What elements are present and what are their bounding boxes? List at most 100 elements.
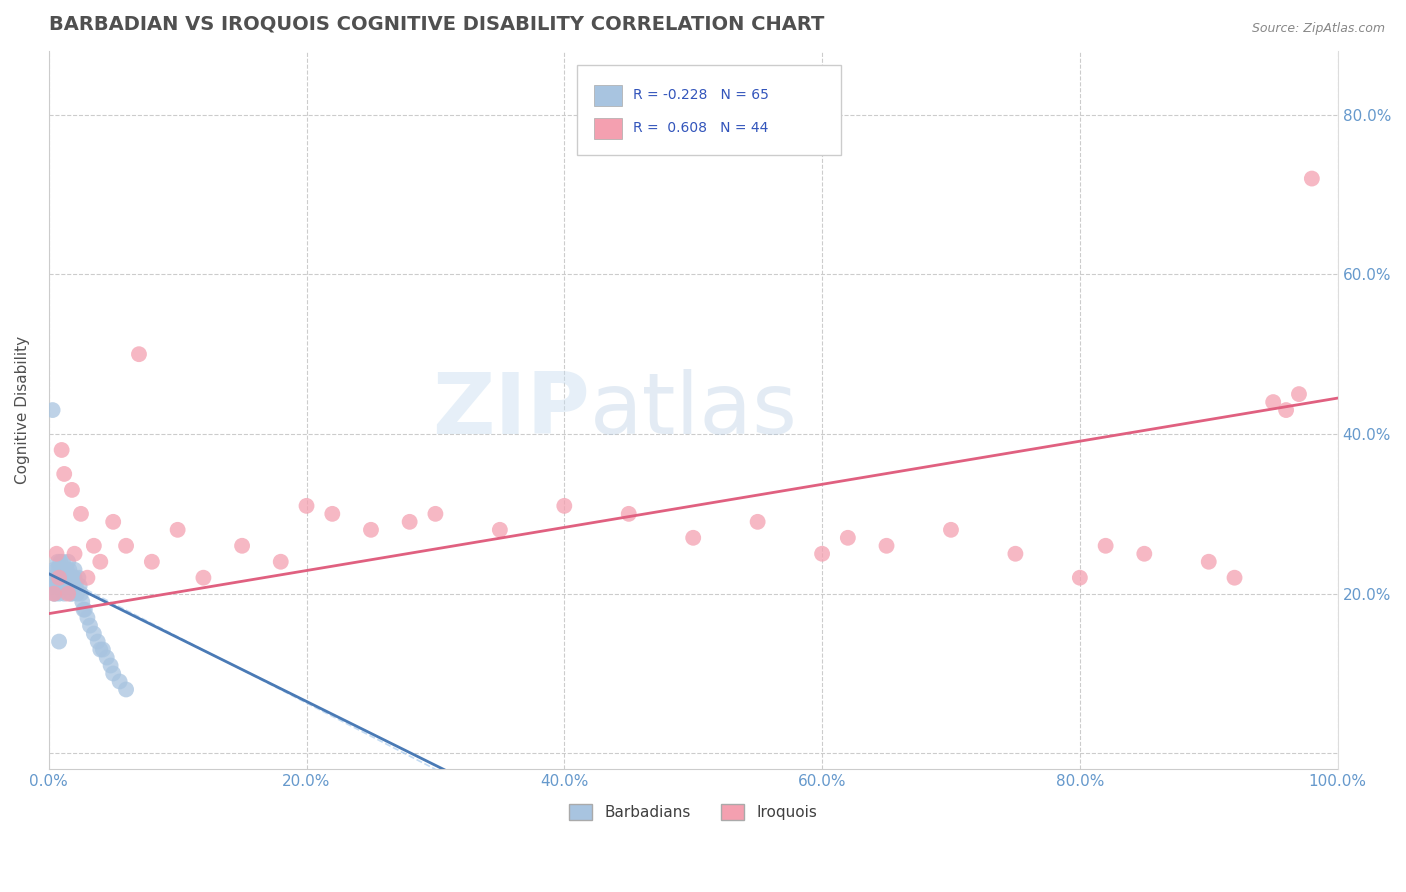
Point [45, 563, 67, 577]
Point [398, 515, 420, 529]
Point [91, 642, 114, 657]
Point [1133, 547, 1156, 561]
Point [1069, 571, 1091, 585]
Point [56, 563, 79, 577]
Point [103, 515, 125, 529]
Bar [593, 118, 623, 139]
Point [58, 563, 80, 577]
Point [1263, 395, 1285, 409]
Point [56, 571, 79, 585]
Point [682, 531, 704, 545]
Point [53, 467, 76, 481]
Point [51, 563, 73, 577]
Y-axis label: Cognitive Disability: Cognitive Disability [15, 336, 30, 484]
Text: R = -0.228   N = 65: R = -0.228 N = 65 [633, 88, 769, 103]
Point [52, 571, 75, 585]
Point [42, 587, 65, 601]
Point [83, 626, 105, 640]
Point [141, 555, 163, 569]
Point [1301, 171, 1323, 186]
Point [55, 579, 77, 593]
Point [48, 634, 70, 648]
Point [1288, 387, 1310, 401]
Point [360, 523, 382, 537]
Point [41, 579, 63, 593]
Point [56, 555, 79, 569]
Bar [593, 85, 623, 106]
Point [41, 403, 63, 417]
Point [62, 579, 84, 593]
Point [58, 579, 80, 593]
Point [1094, 539, 1116, 553]
Point [63, 547, 86, 561]
Point [76, 610, 98, 624]
Point [128, 347, 150, 361]
Point [87, 634, 110, 648]
Text: BARBADIAN VS IROQUOIS COGNITIVE DISABILITY CORRELATION CHART: BARBADIAN VS IROQUOIS COGNITIVE DISABILI… [49, 15, 824, 34]
Point [83, 539, 105, 553]
Point [108, 674, 131, 689]
Point [62, 571, 84, 585]
Point [63, 563, 86, 577]
Point [45, 579, 67, 593]
Point [939, 523, 962, 537]
Point [44, 571, 66, 585]
Point [49, 555, 72, 569]
Point [41, 571, 63, 585]
Point [51, 579, 73, 593]
Point [60, 579, 83, 593]
Point [49, 579, 72, 593]
Point [72, 602, 94, 616]
Point [48, 587, 70, 601]
Point [115, 539, 138, 553]
Point [1198, 555, 1220, 569]
Point [89, 642, 111, 657]
Point [45, 571, 67, 585]
Point [55, 571, 77, 585]
Point [1004, 547, 1026, 561]
Point [115, 682, 138, 697]
Point [65, 579, 87, 593]
Point [70, 507, 93, 521]
Point [49, 571, 72, 585]
Point [51, 571, 73, 585]
Text: Source: ZipAtlas.com: Source: ZipAtlas.com [1251, 22, 1385, 36]
Point [59, 587, 82, 601]
Point [193, 571, 215, 585]
Point [747, 515, 769, 529]
Point [45, 547, 67, 561]
Point [44, 579, 66, 593]
Point [66, 587, 89, 601]
Point [46, 571, 69, 585]
Point [60, 483, 83, 497]
Point [425, 507, 447, 521]
Point [70, 587, 93, 601]
Point [73, 602, 96, 616]
Point [1223, 571, 1246, 585]
Point [96, 650, 118, 665]
Point [48, 571, 70, 585]
Point [42, 563, 65, 577]
Point [72, 595, 94, 609]
Point [103, 666, 125, 681]
Point [53, 563, 76, 577]
Point [59, 571, 82, 585]
Point [1275, 403, 1298, 417]
Point [876, 539, 898, 553]
Point [48, 571, 70, 585]
Text: ZIP: ZIP [432, 368, 591, 451]
Point [46, 555, 69, 569]
Point [617, 507, 640, 521]
Point [56, 587, 79, 601]
Point [60, 587, 83, 601]
Point [100, 658, 122, 673]
Point [53, 579, 76, 593]
Point [51, 442, 73, 457]
Text: atlas: atlas [591, 368, 799, 451]
Point [79, 618, 101, 632]
FancyBboxPatch shape [578, 65, 841, 155]
Point [48, 563, 70, 577]
Point [76, 571, 98, 585]
Point [166, 523, 188, 537]
Point [89, 555, 111, 569]
